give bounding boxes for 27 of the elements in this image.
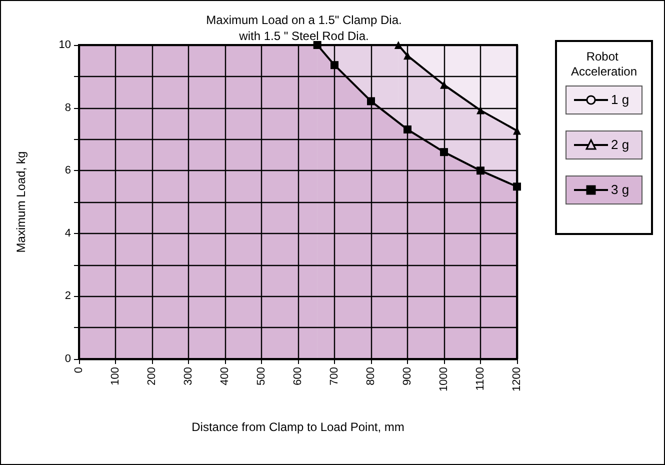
y-tick-label: 4 <box>64 227 71 240</box>
x-tick-label: 800 <box>365 367 377 386</box>
chart-subtitle: with 1.5 " Steel Rod Dia. <box>238 29 369 43</box>
x-tick-label: 1000 <box>438 367 450 392</box>
y-tick-label: 10 <box>58 39 71 51</box>
x-tick-label: 700 <box>328 367 340 386</box>
x-tick-label: 500 <box>256 367 268 386</box>
y-tick-label: 2 <box>64 290 71 302</box>
x-tick-label: 0 <box>73 367 85 374</box>
x-axis-title: Distance from Clamp to Load Point, mm <box>192 420 404 434</box>
legend-label: 2 g <box>611 137 630 152</box>
x-tick-label: 300 <box>182 367 194 386</box>
x-tick-label: 1100 <box>474 367 486 391</box>
x-tick-label: 1200 <box>511 367 523 392</box>
legend-title: Robot Acceleration <box>570 50 638 78</box>
y-axis-title: Maximum Load, kg <box>14 151 28 253</box>
legend-label: 1 g <box>611 92 630 107</box>
x-tick-label: 100 <box>110 367 122 386</box>
x-tick-label: 600 <box>292 367 304 386</box>
legend-label: 3 g <box>611 182 630 197</box>
y-tick-label: 8 <box>64 102 71 114</box>
y-tick-label: 6 <box>64 164 71 177</box>
x-tick-label: 200 <box>146 367 158 386</box>
x-tick-label: 900 <box>402 367 414 386</box>
chart-title: Maximum Load on a 1.5" Clamp Dia. <box>206 13 402 27</box>
y-tick-label: 0 <box>64 353 71 365</box>
x-tick-label: 400 <box>219 367 231 386</box>
